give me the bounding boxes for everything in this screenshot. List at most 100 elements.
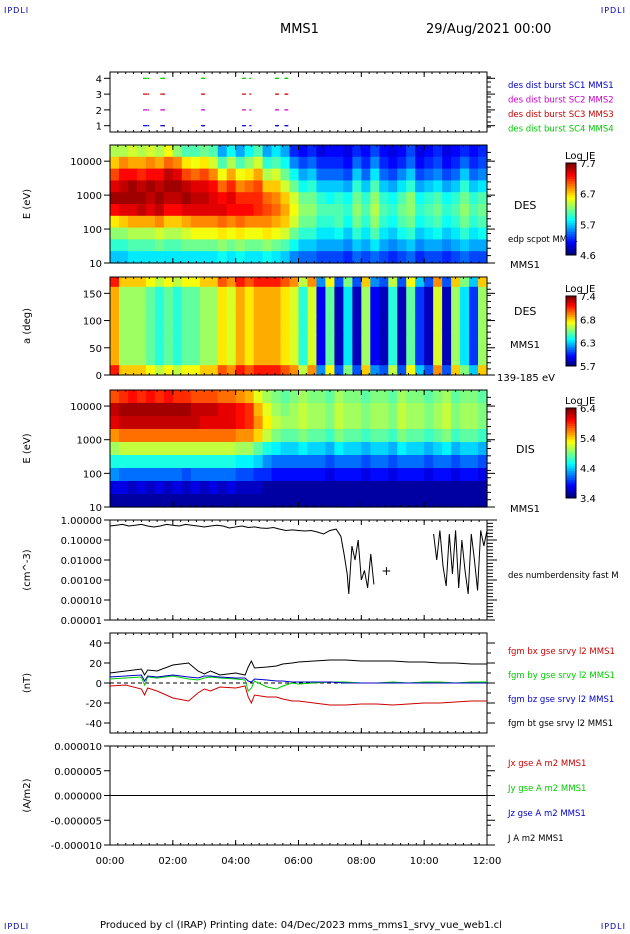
des-energy-cell (271, 145, 282, 158)
dis-energy-cell (469, 468, 479, 482)
des-pitch-cell (343, 326, 353, 337)
des-energy-cell (442, 204, 452, 217)
dis-energy-cell (280, 442, 291, 456)
dis-energy-cell (433, 390, 443, 404)
des-pitch-cell (361, 326, 371, 337)
des-pitch-cell (217, 345, 228, 356)
des-energy-cell (172, 145, 183, 158)
dis-energy-cell (469, 429, 479, 443)
des-pitch-cell (379, 306, 389, 317)
des-pitch-cell (172, 286, 183, 298)
des-pitch-cell (118, 355, 129, 366)
des-pitch-cell (190, 296, 201, 307)
datetime-title: 29/Aug/2021 00:00 (426, 22, 552, 37)
dis-energy-cell (208, 416, 219, 430)
des-pitch-cell (433, 316, 443, 327)
des-energy-colorbar (566, 236, 576, 240)
des-pitch-cell (253, 335, 264, 347)
dis-energy-cell (253, 468, 264, 482)
des-energy-cell (127, 204, 138, 217)
des-energy-cell (379, 204, 389, 217)
des-pitch-colorbar (566, 303, 576, 306)
dis-energy-cell (145, 494, 156, 508)
des-pitch-cell (478, 345, 488, 356)
des-pitch-cell (163, 296, 174, 307)
des-pitch-cell (325, 345, 336, 356)
des-energy-cell (154, 204, 165, 217)
des-pitch-cell (433, 286, 443, 298)
des-energy-cell (110, 180, 120, 193)
des-pitch-cell (361, 355, 371, 366)
des-energy-cell (271, 192, 282, 205)
dis-energy-cell (181, 442, 192, 456)
des-energy-cell (397, 204, 407, 217)
des-energy-cell (271, 156, 282, 170)
dis-energy-cell (110, 481, 120, 495)
burst-legend-entry: des dist burst SC4 MMS4 (508, 125, 614, 135)
dis-energy-cell (460, 455, 470, 469)
des-energy-right-label: edp scpot MMS1 (508, 235, 578, 245)
dis-energy-cell (370, 494, 380, 508)
des-energy-cell (262, 168, 273, 181)
des-energy-cell (280, 227, 291, 240)
des-pitch-cell (442, 277, 452, 288)
des-pitch-cell (442, 306, 452, 317)
dis-energy-cell (460, 468, 470, 482)
des-energy-cell (451, 192, 461, 205)
des-pitch-cell (262, 345, 273, 356)
dis-energy-cell (370, 403, 380, 417)
des-energy-cell (235, 180, 246, 193)
dis-energy-cell (271, 390, 282, 404)
des-pitch-cell (325, 306, 336, 317)
des-energy-cell (145, 239, 156, 252)
dis-energy-cell (110, 442, 120, 456)
des-pitch-colorbar (566, 308, 576, 311)
des-pitch-cell (388, 355, 398, 366)
y-tick-label: 0.00010 (61, 596, 102, 607)
dis-energy-cell (361, 468, 371, 482)
des-energy-cell (370, 215, 380, 229)
dis-energy-cell (271, 494, 282, 508)
des-energy-cell (298, 251, 309, 264)
des-energy-cell (469, 192, 479, 205)
des-pitch-cell (235, 345, 246, 356)
dis-energy-cell (361, 429, 371, 443)
des-energy-cell (478, 145, 488, 158)
des-energy-colorbar (566, 241, 576, 244)
des-energy-cell (136, 180, 147, 193)
dis-energy-cell (424, 416, 434, 430)
des-pitch-cell (226, 335, 237, 347)
des-energy-cell (352, 156, 362, 170)
des-energy-colorbar (566, 215, 576, 219)
y-tick-label: 0.000005 (54, 767, 102, 778)
des-energy-cell (361, 180, 371, 193)
des-pitch-cell (217, 355, 228, 366)
des-energy-cell (334, 227, 344, 240)
des-energy-cell (397, 215, 407, 229)
dis-energy-cell (379, 442, 389, 456)
des-energy-cell (325, 168, 336, 181)
dis-energy-cell (469, 494, 479, 508)
des-energy-cell (244, 227, 255, 240)
des-energy-colorbar (566, 204, 576, 208)
des-energy-cell (199, 156, 210, 170)
dis-energy-colorbar (566, 459, 576, 463)
des-pitch-cell (343, 286, 353, 298)
des-pitch-cell (424, 286, 434, 298)
des-energy-cell (415, 239, 425, 252)
des-energy-cell (271, 204, 282, 217)
des-pitch-cell (478, 316, 488, 327)
des-energy-cell (397, 156, 407, 170)
des-pitch-cell (154, 277, 165, 288)
dis-energy-cell (110, 416, 120, 430)
des-pitch-cell (316, 277, 327, 288)
des-pitch-colorbar (566, 301, 576, 304)
des-energy-cell (433, 251, 443, 264)
dis-energy-cell (469, 455, 479, 469)
des-energy-cell (307, 239, 318, 252)
des-energy-cell (208, 168, 219, 181)
des-pitch-cell (226, 306, 237, 317)
des-energy-cell (172, 156, 183, 170)
dis-energy-cell (298, 403, 309, 417)
des-energy-cell (154, 251, 165, 264)
